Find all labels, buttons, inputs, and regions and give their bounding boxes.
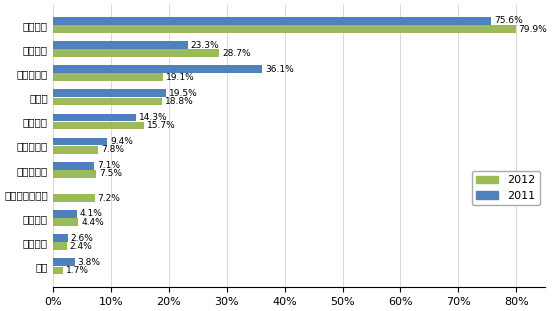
Bar [53,49,219,57]
Text: 28.7%: 28.7% [222,49,251,58]
Bar [53,234,68,242]
Bar [53,98,162,105]
Bar [53,170,96,178]
Bar [53,114,135,121]
Text: 7.8%: 7.8% [101,145,124,154]
Text: 7.2%: 7.2% [97,193,120,202]
Text: 19.5%: 19.5% [169,89,198,98]
Bar [53,138,107,146]
Bar [53,17,491,25]
Text: 3.8%: 3.8% [78,258,100,267]
Text: 36.1%: 36.1% [265,65,294,74]
Bar [53,146,98,154]
Bar [53,218,78,226]
Bar [53,73,164,81]
Text: 9.4%: 9.4% [110,137,133,146]
Text: 15.7%: 15.7% [147,121,175,130]
Bar [53,65,262,73]
Legend: 2012, 2011: 2012, 2011 [472,171,540,205]
Text: 19.1%: 19.1% [166,73,195,82]
Bar [53,194,94,202]
Text: 1.7%: 1.7% [65,266,89,275]
Text: 75.6%: 75.6% [494,16,523,26]
Bar [53,90,166,97]
Text: 7.5%: 7.5% [99,169,122,179]
Bar [53,242,67,250]
Text: 4.1%: 4.1% [79,209,102,218]
Text: 23.3%: 23.3% [191,40,219,49]
Text: 7.1%: 7.1% [97,161,120,170]
Bar [53,122,144,129]
Text: 4.4%: 4.4% [81,218,104,227]
Text: 2.6%: 2.6% [70,234,94,243]
Bar [53,258,75,266]
Text: 2.4%: 2.4% [69,242,92,251]
Bar [53,162,94,169]
Text: 79.9%: 79.9% [519,25,547,34]
Text: 18.8%: 18.8% [165,97,193,106]
Bar [53,267,63,274]
Bar [53,25,516,33]
Text: 14.3%: 14.3% [139,113,167,122]
Bar [53,41,188,49]
Bar [53,210,77,218]
